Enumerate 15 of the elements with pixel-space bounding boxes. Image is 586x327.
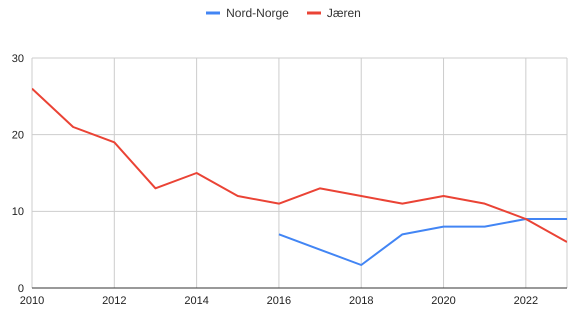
line-series — [278, 218, 567, 266]
y-tick-label: 20 — [12, 130, 24, 142]
x-tick-label: 2014 — [184, 294, 209, 307]
y-tick-label: 30 — [12, 52, 24, 65]
line-series — [32, 88, 567, 243]
x-tick-label: 2012 — [102, 294, 127, 307]
x-tick-label: 2022 — [514, 294, 538, 307]
y-tick-label: 0 — [18, 282, 24, 295]
x-tick-label: 2010 — [20, 294, 44, 307]
x-tick-label: 2020 — [431, 294, 456, 307]
x-tick-label: 2018 — [348, 294, 374, 307]
x-tick-label: 2016 — [266, 294, 292, 307]
legend-label: Jæren — [326, 6, 361, 20]
legend-label: Nord-Norge — [226, 6, 289, 20]
y-tick-label: 10 — [12, 206, 24, 218]
